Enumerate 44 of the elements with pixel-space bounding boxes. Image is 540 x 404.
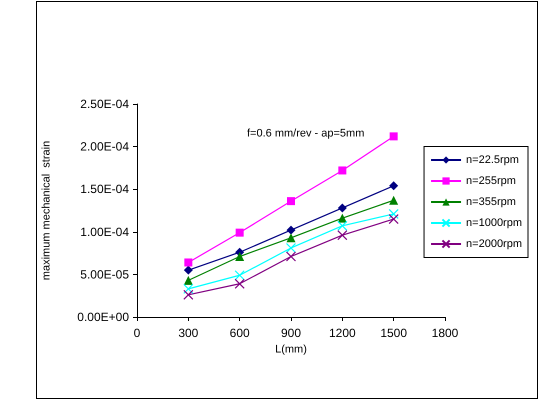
- point: [287, 197, 295, 206]
- x-axis-title: L(mm): [275, 343, 307, 356]
- legend-label: n=355rpm: [466, 196, 516, 208]
- point: [234, 278, 245, 289]
- point: [337, 220, 348, 231]
- point: [236, 228, 244, 237]
- point: [234, 270, 245, 280]
- point: [183, 284, 194, 294]
- point: [388, 214, 399, 224]
- point: [184, 266, 193, 275]
- point: [184, 276, 193, 285]
- point: [286, 242, 296, 254]
- point: [286, 226, 296, 235]
- y-tick-label: 0.00E+00: [77, 310, 130, 324]
- legend-label: n=2000rpm: [466, 238, 522, 250]
- point: [338, 166, 346, 174]
- point: [338, 203, 347, 212]
- x-tick-label: 1200: [328, 326, 356, 340]
- point: [184, 258, 192, 266]
- annotation: f=0.6 mm/rev - ap=5mm: [247, 128, 364, 140]
- x-tick-label: 900: [280, 326, 302, 340]
- y-tick-label: 1.50E-04: [80, 182, 130, 196]
- legend-label: n=255rpm: [466, 175, 516, 187]
- point: [389, 196, 398, 205]
- y-tick-label: 2.50E-04: [80, 97, 130, 111]
- x-tick-label: 600: [230, 326, 250, 340]
- point: [337, 230, 348, 240]
- legend-label: n=1000rpm: [466, 217, 522, 229]
- x-tick-label: 300: [178, 326, 199, 340]
- point: [235, 252, 244, 262]
- x-tick-label: 1500: [380, 326, 408, 340]
- point: [389, 181, 398, 190]
- x-tick-label: 0: [134, 326, 141, 340]
- point: [390, 132, 398, 140]
- x-tick-label: 1800: [432, 326, 459, 340]
- point: [286, 233, 296, 242]
- point: [286, 251, 296, 262]
- point: [388, 208, 399, 220]
- y-axis-title: maximum mechanical strain: [40, 140, 52, 280]
- y-tick-label: 2.00E-04: [80, 140, 130, 154]
- y-tick-label: 1.00E-04: [80, 224, 130, 239]
- legend-label: n=22.5rpm: [466, 154, 519, 166]
- point: [183, 290, 194, 300]
- y-tick-label: 5.00E-05: [80, 267, 130, 282]
